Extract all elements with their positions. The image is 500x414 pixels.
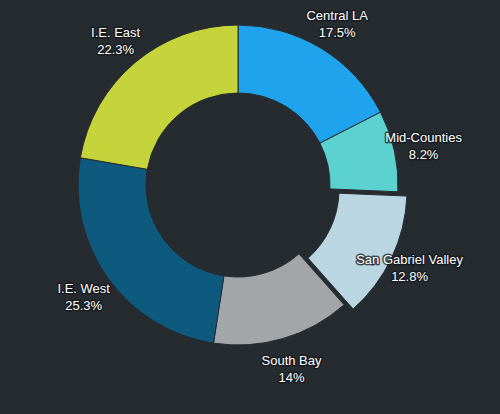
svg-text:San Gabriel Valley12.8%: San Gabriel Valley12.8%	[356, 252, 463, 284]
svg-text:Mid-Counties8.2%: Mid-Counties8.2%	[385, 130, 462, 162]
svg-text:South Bay14%: South Bay14%	[262, 353, 322, 385]
svg-text:Central LA17.5%: Central LA17.5%	[306, 8, 368, 40]
svg-text:I.E. East22.3%: I.E. East22.3%	[91, 25, 141, 57]
svg-text:I.E. West25.3%: I.E. West25.3%	[57, 281, 110, 313]
